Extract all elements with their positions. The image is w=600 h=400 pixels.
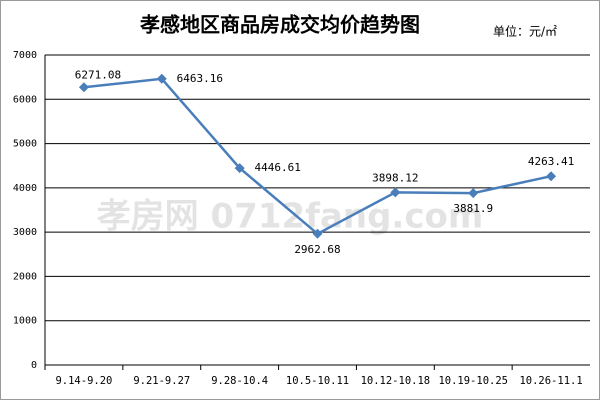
x-tick-label: 10.26-11.1 [519, 375, 582, 387]
y-tick-label: 6000 [13, 94, 37, 105]
data-point [312, 228, 323, 239]
y-tick-label: 7000 [13, 50, 37, 61]
x-tick-label: 9.14-9.20 [55, 375, 112, 387]
chart-title: 孝感地区商品房成交均价趋势图 [139, 13, 420, 37]
data-label: 6463.16 [177, 72, 223, 85]
y-tick-label: 4000 [13, 183, 37, 194]
watermark: 孝房网 0712fang.com [97, 197, 484, 237]
data-point [78, 82, 89, 93]
x-tick-label: 9.21-9.27 [133, 375, 190, 387]
y-tick-label: 5000 [13, 139, 37, 150]
data-label: 2962.68 [294, 243, 340, 256]
data-label: 4446.61 [254, 161, 300, 174]
data-label: 3881.9 [453, 202, 493, 215]
data-point [546, 171, 557, 182]
x-tick-label: 10.19-10.25 [438, 375, 508, 387]
y-tick-label: 2000 [13, 271, 37, 282]
y-tick-label: 1000 [13, 316, 37, 327]
x-tick-label: 10.12-10.18 [361, 375, 431, 387]
x-tick-label: 9.28-10.4 [211, 375, 268, 387]
data-point [156, 73, 167, 84]
data-label: 3898.12 [372, 171, 418, 184]
y-tick-label: 3000 [13, 227, 37, 238]
data-label: 4263.41 [528, 155, 574, 168]
y-tick-label: 0 [31, 360, 37, 371]
data-point [390, 187, 401, 198]
x-tick-label: 10.5-10.11 [286, 375, 349, 387]
data-label: 6271.08 [75, 68, 121, 81]
data-point [234, 163, 245, 174]
unit-label: 单位：元/㎡ [493, 24, 557, 39]
data-point [468, 188, 479, 199]
